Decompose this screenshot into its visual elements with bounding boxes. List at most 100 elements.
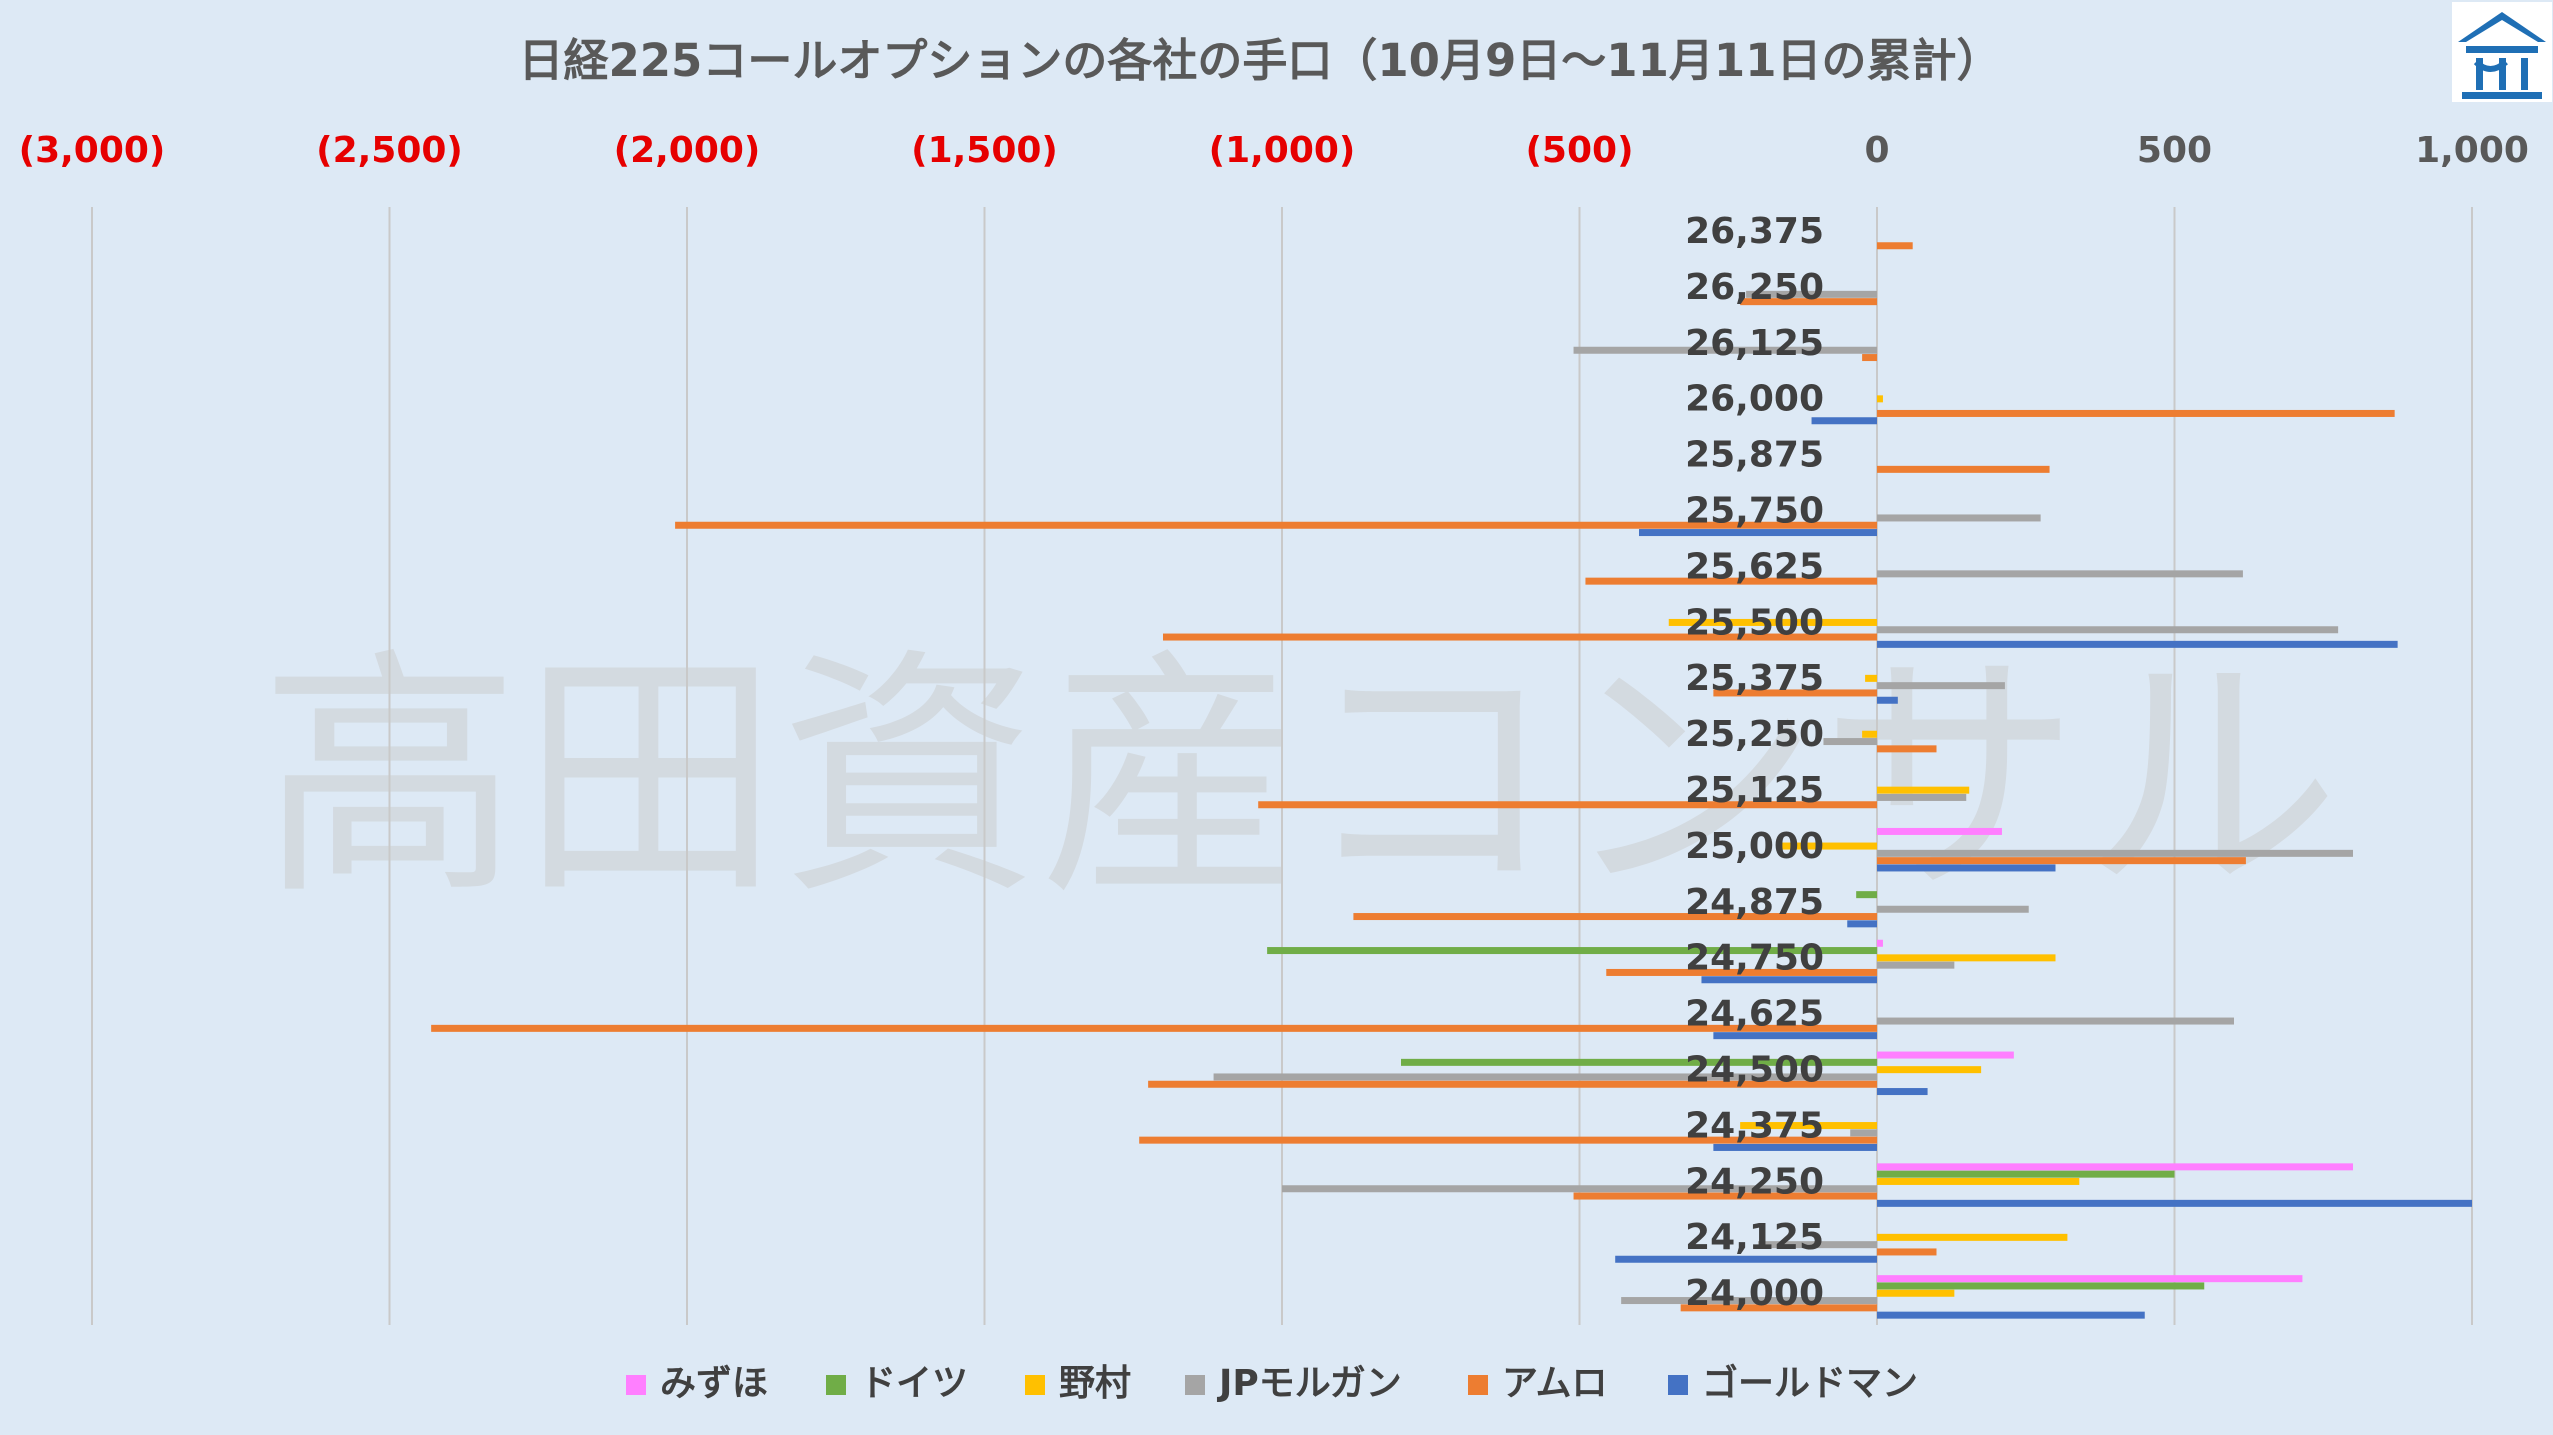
bar xyxy=(1877,1163,2353,1171)
x-tick-label: (1,500) xyxy=(911,130,1058,171)
category-label: 25,125 xyxy=(1685,770,1824,811)
bar xyxy=(1877,857,2246,865)
x-tick-label: 1,000 xyxy=(2415,130,2529,171)
legend-label: ゴールドマン xyxy=(1702,1362,1918,1404)
legend-label: みずほ xyxy=(660,1363,768,1404)
bar xyxy=(1615,1255,1877,1263)
category-labels: 26,375 26,250 26,125 26,000 25,875 25,750 25,6… xyxy=(1685,211,1824,1314)
bar xyxy=(1877,745,1937,753)
bar xyxy=(675,521,1877,529)
bar xyxy=(1148,1080,1877,1088)
bar xyxy=(1877,1233,2068,1241)
bar xyxy=(1163,633,1877,641)
legend-swatch xyxy=(1468,1375,1488,1395)
legend-label: アムロ xyxy=(1502,1363,1607,1404)
bar xyxy=(1865,674,1877,682)
bar xyxy=(1862,730,1877,738)
bar xyxy=(1823,738,1877,746)
x-tick-label: (3,000) xyxy=(19,130,166,171)
bar xyxy=(1213,1073,1877,1081)
x-tick-labels: (3,000) (2,500) (2,000) (1,500) (1,000) (500)… xyxy=(19,130,2529,171)
bar xyxy=(1139,1136,1877,1144)
bar xyxy=(1877,864,2056,872)
bar xyxy=(1877,242,1913,250)
x-tick-label: (2,000) xyxy=(614,130,761,171)
bar xyxy=(1877,827,2002,835)
legend-swatch xyxy=(1025,1375,1045,1395)
bar xyxy=(1877,1170,2175,1178)
bar xyxy=(1877,1275,2303,1283)
bars xyxy=(431,242,2472,1319)
category-label: 26,125 xyxy=(1685,323,1824,364)
bar xyxy=(1811,417,1877,425)
bar xyxy=(1877,409,2395,417)
category-label: 25,000 xyxy=(1685,826,1824,867)
legend-label: 野村 xyxy=(1059,1363,1131,1404)
category-label: 25,250 xyxy=(1685,714,1824,755)
bar xyxy=(1353,913,1877,921)
bar xyxy=(1680,1304,1877,1312)
bar xyxy=(1668,618,1877,626)
bar xyxy=(1740,298,1877,306)
company-logo xyxy=(2452,2,2552,102)
bar xyxy=(1862,354,1877,362)
bar xyxy=(1877,696,1898,704)
category-label: 24,375 xyxy=(1685,1105,1824,1146)
bar xyxy=(1856,891,1877,899)
bar xyxy=(1877,395,1883,403)
bar xyxy=(1877,961,1955,969)
legend-swatch xyxy=(826,1375,846,1395)
x-tick-label: (1,000) xyxy=(1209,130,1356,171)
category-label: 25,500 xyxy=(1685,602,1824,643)
bar xyxy=(1701,976,1877,984)
bar xyxy=(1573,346,1877,354)
bar xyxy=(1877,849,2353,857)
legend: みずほ ドイツ 野村 JPモルガン アムロ ゴールドマン xyxy=(626,1362,1918,1404)
bar xyxy=(1877,1282,2205,1290)
bar xyxy=(1877,1177,2080,1185)
bar xyxy=(1877,1051,2014,1059)
bar xyxy=(1267,947,1877,955)
x-tick-label: 0 xyxy=(1864,130,1889,171)
bar xyxy=(1573,1192,1877,1200)
category-label: 24,500 xyxy=(1685,1050,1824,1091)
x-tick-label: (2,500) xyxy=(316,130,463,171)
bar xyxy=(1877,626,2339,634)
bar xyxy=(1639,529,1877,537)
bar xyxy=(1282,1185,1877,1193)
bar xyxy=(1877,793,1967,801)
legend-swatch xyxy=(1668,1375,1688,1395)
bar xyxy=(1847,920,1877,928)
bar xyxy=(1877,1066,1982,1074)
bar xyxy=(1877,1199,2472,1207)
category-label: 24,000 xyxy=(1685,1273,1824,1314)
bar xyxy=(1778,842,1877,850)
category-label: 25,750 xyxy=(1685,491,1824,532)
legend-label: JPモルガン xyxy=(1216,1363,1402,1404)
bar xyxy=(1877,954,2056,962)
bar xyxy=(1877,786,1970,794)
category-label: 25,875 xyxy=(1685,435,1824,476)
category-label: 26,375 xyxy=(1685,211,1824,252)
bar xyxy=(1401,1058,1877,1066)
bar xyxy=(1746,290,1877,298)
bar xyxy=(1877,1311,2145,1319)
x-tick-label: (500) xyxy=(1525,130,1633,171)
bar xyxy=(1877,465,2050,473)
chart-title: 日経225コールオプションの各社の手口（10月9日～11月11日の累計） xyxy=(518,34,2001,87)
bar xyxy=(1877,514,2041,522)
bar xyxy=(1877,682,2005,690)
category-label: 25,375 xyxy=(1685,658,1824,699)
bar xyxy=(1621,1297,1877,1305)
bar xyxy=(1877,1088,1928,1096)
x-tick-label: 500 xyxy=(2137,130,2212,171)
bar xyxy=(1877,905,2029,913)
legend-swatch xyxy=(626,1375,646,1395)
bar xyxy=(1877,570,2243,578)
category-label: 24,625 xyxy=(1685,994,1824,1035)
category-label: 26,250 xyxy=(1685,267,1824,308)
category-label: 26,000 xyxy=(1685,379,1824,420)
bar xyxy=(1877,1248,1937,1256)
